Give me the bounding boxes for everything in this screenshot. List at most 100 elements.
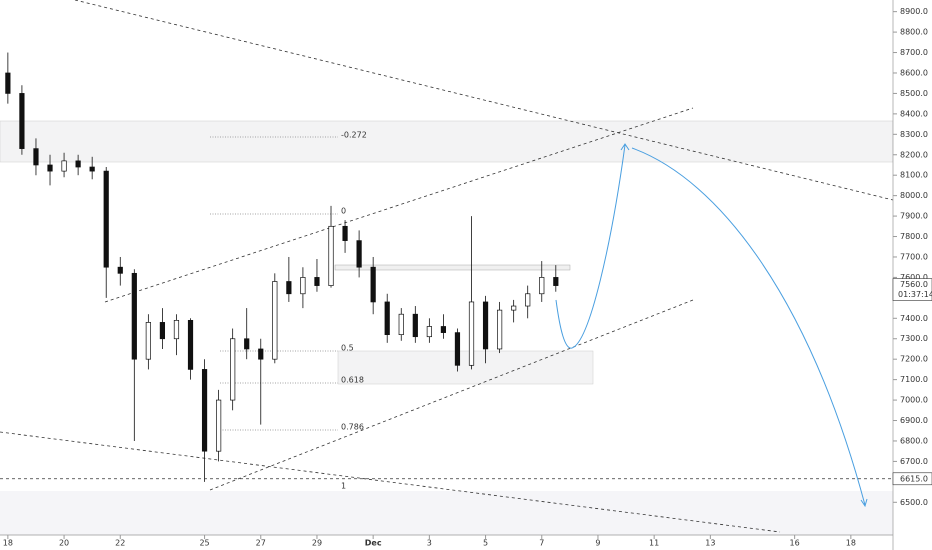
candle-body [497, 309, 503, 350]
x-tick-label: 18 [3, 539, 13, 548]
y-tick-label: 7900.0 [900, 212, 928, 221]
y-tick-label: 8400.0 [900, 109, 928, 118]
x-tick-label: 25 [199, 539, 209, 548]
fib-label: -0.272 [341, 131, 367, 140]
y-tick-label: 8200.0 [900, 150, 928, 159]
y-tick-label: 6700.0 [900, 457, 928, 466]
demand-box [337, 350, 594, 385]
support-zone [0, 491, 893, 535]
x-tick-label: Dec [365, 539, 382, 548]
x-tick-label: 9 [595, 539, 600, 548]
y-tick-label: 7200.0 [900, 355, 928, 364]
candle-body [173, 319, 180, 340]
candle-body [539, 277, 545, 295]
candle-body [412, 313, 418, 338]
y-tick-label: 8000.0 [900, 191, 928, 200]
price-axis [893, 0, 932, 550]
trendline [104, 107, 694, 303]
y-tick-label: 8100.0 [900, 171, 928, 180]
y-tick-label: 7000.0 [900, 396, 928, 405]
candle-body [440, 326, 447, 333]
y-tick-label: 7300.0 [900, 334, 928, 343]
candle-body [553, 277, 559, 286]
candle-body [384, 301, 390, 336]
y-tick-label: 6500.0 [900, 498, 928, 507]
x-tick-label: 20 [59, 539, 69, 548]
candle-body [468, 301, 475, 366]
candle-body [525, 293, 531, 307]
y-tick-label: 8500.0 [900, 89, 928, 98]
candle-body [244, 338, 250, 350]
x-tick-label: 3 [427, 539, 432, 548]
candle-body [426, 326, 432, 338]
candle-body [328, 225, 334, 286]
y-tick-label: 6800.0 [900, 436, 928, 445]
y-tick-label: 7700.0 [900, 252, 928, 261]
candle-body [272, 281, 278, 360]
x-tick-label: 7 [539, 539, 544, 548]
candle-body [5, 72, 11, 94]
candle-body [201, 369, 208, 452]
x-tick-label: 18 [846, 539, 856, 548]
projection-path [555, 143, 868, 508]
price-tag-label: 7560.0 [900, 280, 928, 289]
x-tick-label: 16 [790, 539, 800, 548]
candle-body [398, 313, 404, 336]
candle-body [286, 281, 292, 295]
trendline [74, 0, 894, 201]
fib-label: 0 [341, 207, 346, 216]
candle-body [33, 148, 39, 166]
y-tick-label: 8700.0 [900, 48, 928, 57]
candle-body [187, 319, 194, 370]
candle-body [216, 399, 222, 452]
y-tick-label: 7100.0 [900, 375, 928, 384]
candle-body [356, 240, 362, 268]
candle-body [19, 93, 25, 149]
candle-body [117, 266, 123, 274]
candle-body [230, 338, 236, 401]
y-tick-label: 8600.0 [900, 68, 928, 77]
x-tick-label: 22 [115, 539, 125, 548]
fib-label: 1 [341, 482, 346, 491]
level-tag-label: 6615.0 [900, 474, 928, 483]
fib-label: 0.5 [341, 344, 354, 353]
fib-label: 0.618 [341, 376, 364, 385]
candle-body [145, 322, 151, 360]
candle-body [454, 332, 461, 366]
countdown: 01:37:14 [898, 290, 932, 299]
candle-body [482, 301, 489, 350]
candle-body [258, 348, 264, 360]
candle-body [300, 277, 306, 295]
candle-body [89, 166, 95, 172]
x-tick-label: 27 [256, 539, 266, 548]
price-tag [892, 278, 932, 301]
resistance-zone [0, 120, 894, 163]
candle-body [511, 305, 517, 311]
candle-body [61, 160, 67, 172]
candle-body [314, 277, 320, 286]
candle-body [75, 160, 81, 168]
y-tick-label: 8800.0 [900, 28, 928, 37]
y-tick-label: 7400.0 [900, 314, 928, 323]
x-tick-label: 11 [649, 539, 659, 548]
range-box [334, 264, 571, 271]
candle-body [131, 272, 137, 360]
x-tick-label: 5 [483, 539, 488, 548]
candle-body [370, 266, 376, 303]
candle-body [342, 225, 348, 241]
y-tick-label: 8900.0 [900, 7, 928, 16]
trendline [0, 431, 781, 533]
level-tag [892, 472, 932, 486]
trendline [209, 299, 694, 491]
candle-body [159, 322, 166, 340]
candle-body [47, 164, 53, 172]
candle-body [103, 170, 109, 268]
fib-label: 0.786 [341, 423, 364, 432]
y-tick-label: 7800.0 [900, 232, 928, 241]
y-tick-label: 7600.0 [900, 273, 928, 282]
y-tick-label: 6900.0 [900, 416, 928, 425]
x-tick-label: 29 [312, 539, 322, 548]
y-tick-label: 8300.0 [900, 130, 928, 139]
x-tick-label: 13 [705, 539, 715, 548]
